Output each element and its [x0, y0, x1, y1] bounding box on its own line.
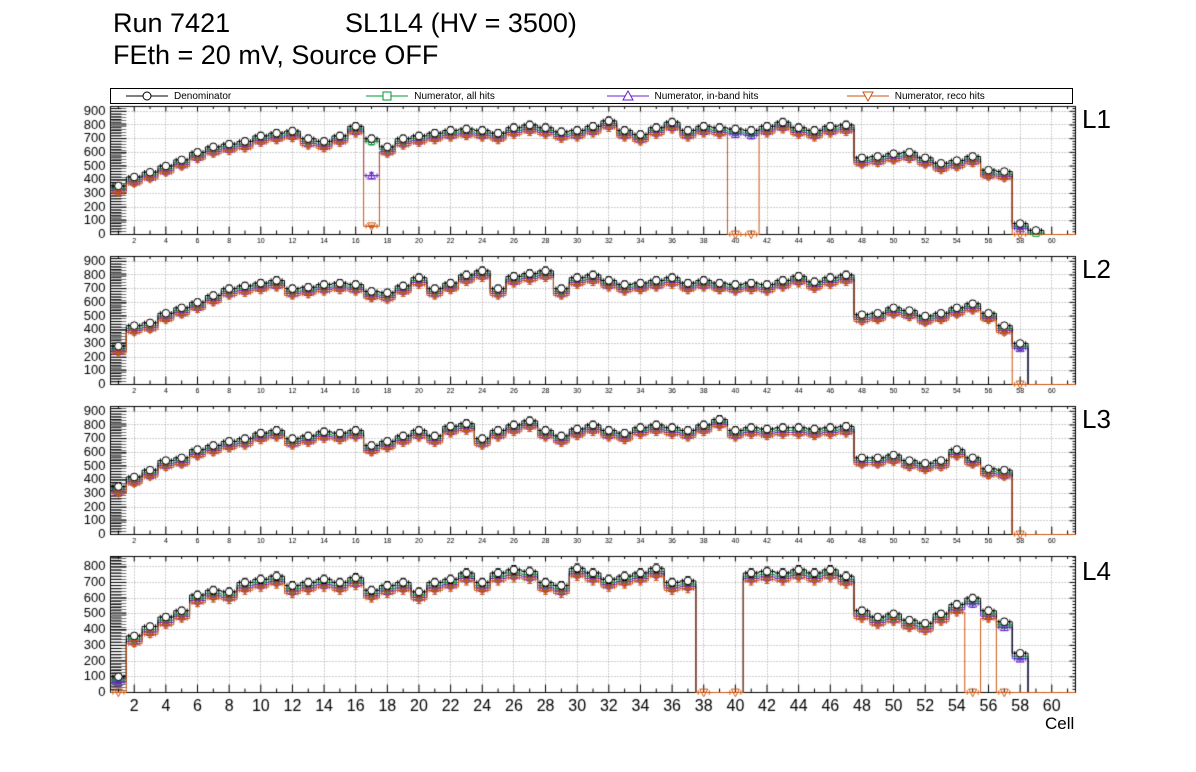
- legend-entry-0: Denominator: [111, 89, 351, 103]
- plot-canvas-l4: [0, 550, 1196, 720]
- circle-icon: [125, 90, 169, 102]
- legend-label: Numerator, all hits: [414, 90, 495, 102]
- panel-label-l2: L2: [1082, 254, 1111, 284]
- legend-label: Denominator: [174, 90, 232, 102]
- triangle-down-icon: [846, 90, 890, 102]
- plot-canvas-l2: [0, 250, 1196, 394]
- panel-label-l4: L4: [1082, 556, 1111, 586]
- chamber-title: SL1L4 (HV = 3500): [345, 8, 577, 38]
- run-title: Run 7421: [113, 8, 231, 38]
- panel-label-l3: L3: [1082, 404, 1111, 434]
- legend-label: Numerator, in-band hits: [654, 90, 759, 102]
- legend-label: Numerator, reco hits: [894, 90, 985, 102]
- plot-canvas-l3: [0, 400, 1196, 544]
- x-axis-title: Cell: [1045, 714, 1075, 733]
- legend-entry-3: Numerator, reco hits: [832, 89, 1072, 103]
- panel-label-l1: L1: [1082, 104, 1111, 134]
- plot-canvas-l1: [0, 100, 1196, 244]
- settings-title: FEth = 20 mV, Source OFF: [113, 40, 439, 70]
